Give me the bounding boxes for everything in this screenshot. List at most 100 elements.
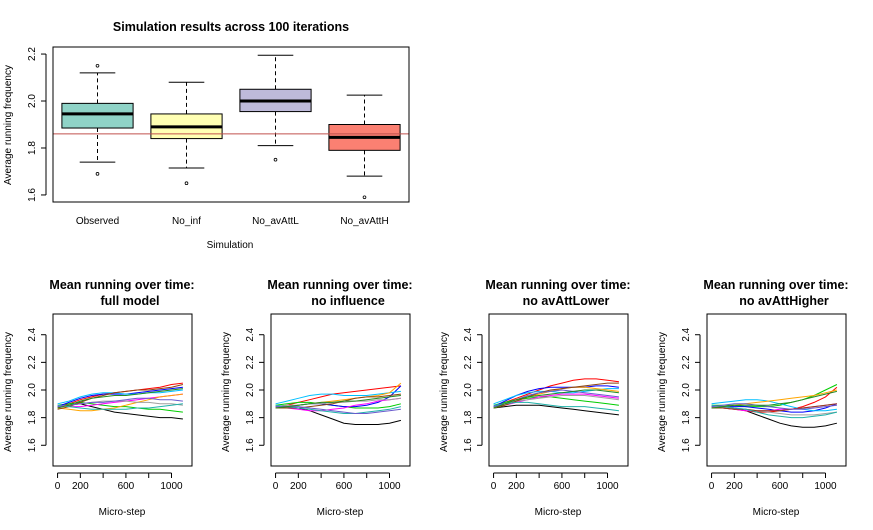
y-tick-label: 1.6 bbox=[463, 438, 474, 452]
y-tick-label: 2.2 bbox=[681, 355, 692, 369]
series-line bbox=[57, 393, 183, 412]
panel-title-line1: Mean running over time: bbox=[267, 278, 412, 292]
series-line bbox=[57, 384, 184, 410]
panel-x-label: Micro-step bbox=[317, 507, 364, 518]
y-tick-label: 1.8 bbox=[245, 410, 256, 424]
series-line bbox=[493, 404, 619, 416]
boxplot-title: Simulation results across 100 iterations bbox=[113, 20, 349, 34]
line-panel-no-influence: Mean running over time: no influence Mic… bbox=[221, 278, 413, 518]
y-tick-label: 1.8 bbox=[681, 410, 692, 424]
series-line bbox=[711, 403, 837, 410]
boxplot-x-label: Simulation bbox=[207, 240, 254, 251]
series-line bbox=[275, 390, 401, 405]
x-tick-label: 600 bbox=[336, 481, 353, 492]
x-tick-label: No_avAttH bbox=[340, 216, 388, 227]
y-tick-label: 1.8 bbox=[27, 141, 38, 155]
outlier-point bbox=[184, 181, 189, 186]
panel-x-label: Micro-step bbox=[753, 507, 800, 518]
y-tick-label: 2.4 bbox=[27, 327, 38, 341]
panel-title-line1: Mean running over time: bbox=[49, 278, 194, 292]
panel-y-label: Average running frequency bbox=[657, 332, 668, 452]
x-tick-label: 1000 bbox=[814, 481, 837, 492]
x-tick-label: Observed bbox=[76, 216, 119, 227]
panel-frame bbox=[488, 313, 629, 467]
series-line bbox=[493, 401, 619, 412]
series-line bbox=[711, 403, 837, 412]
panel-title-line1: Mean running over time: bbox=[485, 278, 630, 292]
x-tick-label: 600 bbox=[118, 481, 135, 492]
panel-title-line2: no avAttHigher bbox=[739, 294, 829, 308]
x-tick-label: 0 bbox=[709, 481, 715, 492]
box-observed bbox=[61, 63, 134, 176]
y-tick-label: 1.6 bbox=[681, 438, 692, 452]
panel-frame bbox=[270, 313, 411, 467]
y-tick-label: 2.4 bbox=[463, 327, 474, 341]
panel-frame bbox=[52, 313, 193, 467]
box-no-avatth bbox=[328, 94, 401, 200]
y-tick-label: 2.4 bbox=[681, 327, 692, 341]
x-tick-label: 600 bbox=[554, 481, 571, 492]
line-panel-no-avattlower: Mean running over time: no avAttLower Mi… bbox=[439, 278, 631, 518]
y-tick-label: 1.8 bbox=[463, 410, 474, 424]
series-line bbox=[275, 406, 401, 414]
boxplot-y-label: Average running frequency bbox=[3, 65, 14, 185]
series-line bbox=[57, 397, 183, 408]
y-tick-label: 1.6 bbox=[27, 188, 38, 202]
x-tick-label: 0 bbox=[273, 481, 279, 492]
y-tick-label: 2.0 bbox=[245, 383, 256, 397]
x-tick-label: 600 bbox=[772, 481, 789, 492]
x-tick-label: 200 bbox=[726, 481, 743, 492]
series-line bbox=[711, 390, 838, 409]
y-tick-label: 2.0 bbox=[27, 383, 38, 397]
outlier-point bbox=[95, 63, 100, 68]
boxplot-y-axis: 1.6 1.8 2.0 2.2 bbox=[27, 47, 47, 202]
boxplot-frame bbox=[52, 46, 410, 203]
y-tick-label: 2.2 bbox=[245, 355, 256, 369]
y-tick-label: 1.6 bbox=[245, 438, 256, 452]
series-line bbox=[275, 395, 401, 409]
panel-y-label: Average running frequency bbox=[221, 332, 232, 452]
box-no-avattl bbox=[239, 54, 312, 162]
outlier-point bbox=[273, 157, 278, 162]
series-line bbox=[711, 399, 837, 412]
series-line bbox=[57, 403, 183, 410]
outlier-point bbox=[362, 195, 367, 200]
boxplot-panel: Simulation results across 100 iterations… bbox=[3, 20, 410, 251]
panel-title-line2: no avAttLower bbox=[523, 294, 610, 308]
x-tick-label: No_inf bbox=[172, 216, 201, 227]
panel-frame bbox=[706, 313, 847, 467]
x-tick-label: 200 bbox=[508, 481, 525, 492]
series-line bbox=[57, 389, 183, 405]
y-tick-label: 2.4 bbox=[245, 327, 256, 341]
boxplot-x-axis: Observed No_inf No_avAttL No_avAttH bbox=[76, 216, 389, 227]
x-tick-label: 200 bbox=[72, 481, 89, 492]
series-line bbox=[493, 382, 619, 409]
x-tick-label: 1000 bbox=[596, 481, 619, 492]
y-tick-label: 2.0 bbox=[27, 94, 38, 108]
x-tick-label: 0 bbox=[491, 481, 497, 492]
y-tick-label: 2.0 bbox=[463, 383, 474, 397]
panel-title-line2: no influence bbox=[311, 294, 385, 308]
panel-title-line2: full model bbox=[100, 294, 159, 308]
boxplot-marks bbox=[53, 54, 409, 200]
box-no-inf bbox=[150, 81, 223, 186]
series-line bbox=[493, 378, 619, 408]
line-panel-no-avatthigher: Mean running over time: no avAttHigher M… bbox=[657, 278, 849, 518]
panel-x-label: Micro-step bbox=[535, 507, 582, 518]
y-tick-label: 2.2 bbox=[463, 355, 474, 369]
panel-y-label: Average running frequency bbox=[3, 332, 14, 452]
y-tick-label: 1.8 bbox=[27, 410, 38, 424]
x-tick-label: 1000 bbox=[160, 481, 183, 492]
outlier-point bbox=[95, 172, 100, 176]
series-line bbox=[57, 388, 183, 409]
y-tick-label: 2.2 bbox=[27, 355, 38, 369]
series-line bbox=[711, 404, 838, 419]
panel-title-line1: Mean running over time: bbox=[703, 278, 848, 292]
x-tick-label: 200 bbox=[290, 481, 307, 492]
x-tick-label: 0 bbox=[55, 481, 61, 492]
line-panel-full-model: Mean running over time: full model Micro… bbox=[3, 278, 195, 518]
x-tick-label: No_avAttL bbox=[252, 216, 299, 227]
x-tick-label: 1000 bbox=[378, 481, 401, 492]
